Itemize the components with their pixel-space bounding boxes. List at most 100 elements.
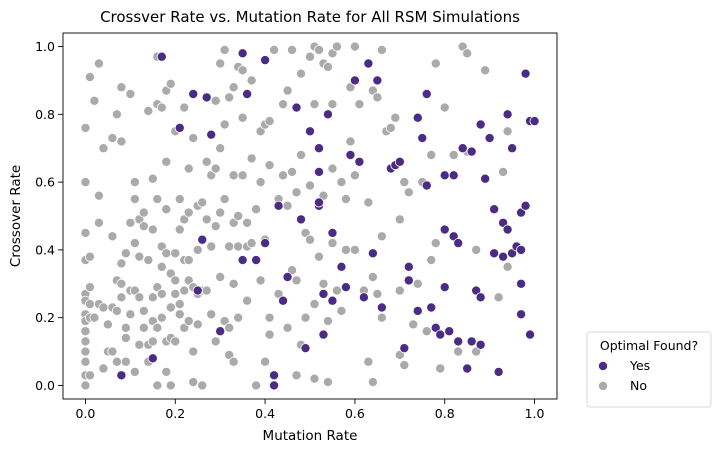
scatter-point-yes-24 (304, 126, 315, 137)
scatter-point-no-35 (111, 109, 122, 120)
x-tick-label: 0.4 (255, 406, 275, 421)
scatter-point-no-21 (89, 312, 100, 323)
x-tick-label: 0.8 (435, 406, 455, 421)
chart-title: Crossver Rate vs. Mutation Rate for All … (100, 8, 520, 26)
scatter-point-no-104 (174, 309, 185, 320)
scatter-point-yes-78 (493, 366, 504, 377)
scatter-point-no-194 (296, 68, 307, 79)
scatter-point-no-53 (129, 177, 140, 188)
scatter-point-yes-22 (296, 214, 307, 225)
scatter-point-no-165 (246, 238, 257, 249)
scatter-point-yes-65 (453, 336, 464, 347)
scatter-point-yes-2 (188, 89, 199, 100)
scatter-point-no-268 (480, 65, 491, 76)
scatter-point-no-195 (296, 149, 307, 160)
scatter-point-no-164 (246, 153, 257, 164)
scatter-point-no-205 (309, 373, 320, 384)
scatter-point-no-13 (80, 380, 91, 391)
scatter-point-no-272 (502, 126, 513, 137)
scatter-point-no-259 (435, 363, 446, 374)
scatter-point-no-41 (116, 258, 127, 269)
scatter-point-no-24 (93, 217, 104, 228)
x-tick-label: 0.6 (345, 406, 365, 421)
scatter-point-no-217 (327, 163, 338, 174)
scatter-point-no-108 (179, 285, 190, 296)
scatter-point-no-49 (125, 217, 136, 228)
scatter-point-no-28 (98, 363, 109, 374)
scatter-point-no-117 (188, 346, 199, 357)
scatter-point-no-206 (313, 44, 324, 55)
scatter-point-no-238 (372, 288, 383, 299)
scatter-point-yes-67 (462, 363, 473, 374)
scatter-point-no-111 (183, 207, 194, 218)
scatter-point-yes-64 (453, 238, 464, 249)
scatter-point-no-228 (349, 170, 360, 181)
scatter-point-no-146 (224, 322, 235, 333)
scatter-point-no-80 (156, 102, 167, 113)
scatter-point-yes-59 (439, 224, 450, 235)
scatter-point-yes-82 (502, 109, 513, 120)
scatter-point-no-271 (502, 261, 513, 272)
scatter-point-no-183 (278, 99, 289, 110)
scatter-point-yes-58 (439, 170, 450, 181)
scatter-point-no-120 (192, 244, 203, 255)
scatter-point-no-156 (233, 312, 244, 323)
scatter-point-no-178 (264, 329, 275, 340)
scatter-point-no-97 (170, 248, 181, 259)
scatter-point-no-20 (89, 95, 100, 106)
scatter-point-no-69 (147, 224, 158, 235)
scatter-point-no-229 (349, 244, 360, 255)
scatter-point-yes-26 (313, 197, 324, 208)
scatter-point-yes-1 (174, 122, 185, 133)
scatter-point-no-148 (228, 82, 239, 93)
scatter-point-no-11 (80, 356, 91, 367)
scatter-point-no-249 (399, 360, 410, 371)
scatter-point-no-112 (183, 255, 194, 266)
scatter-point-no-184 (278, 170, 289, 181)
scatter-point-yes-9 (147, 353, 158, 364)
scatter-point-yes-49 (403, 275, 414, 286)
y-axis: 0.0 0.2 0.4 0.6 0.8 1.0 (35, 39, 63, 393)
scatter-point-no-252 (412, 278, 423, 289)
x-tick-label: 0.2 (165, 406, 185, 421)
scatter-point-yes-34 (336, 261, 347, 272)
scatter-point-yes-83 (507, 143, 518, 154)
scatter-point-no-40 (116, 136, 127, 147)
scatter-point-no-79 (152, 380, 163, 391)
scatter-point-no-155 (233, 241, 244, 252)
scatter-point-yes-73 (475, 339, 486, 350)
scatter-point-no-174 (260, 356, 271, 367)
scatter-point-yes-23 (300, 343, 311, 354)
scatter-point-no-189 (287, 166, 298, 177)
legend-label-yes: Yes (629, 358, 650, 373)
scatter-point-no-226 (345, 136, 356, 147)
scatter-point-yes-43 (376, 302, 387, 313)
scatter-point-no-73 (147, 336, 158, 347)
scatter-point-no-218 (327, 238, 338, 249)
scatter-point-no-47 (120, 356, 131, 367)
scatter-point-no-169 (255, 177, 266, 188)
x-axis-title: Mutation Rate (263, 428, 358, 444)
scatter-point-yes-15 (260, 55, 271, 66)
scatter-point-no-198 (300, 312, 311, 323)
scatter-point-no-270 (498, 166, 509, 177)
scatter-point-no-193 (291, 370, 302, 381)
scatter-point-no-99 (170, 288, 181, 299)
scatter-point-yes-60 (439, 282, 450, 293)
scatter-point-yes-32 (327, 295, 338, 306)
scatter-point-no-39 (116, 82, 127, 93)
scatter-point-no-91 (165, 78, 176, 89)
scatter-point-yes-53 (421, 89, 432, 100)
scatter-point-yes-13 (251, 255, 262, 266)
scatter-point-yes-20 (282, 271, 293, 282)
scatter-point-no-8 (80, 326, 91, 337)
scatter-point-yes-94 (529, 116, 540, 127)
scatter-point-no-222 (336, 305, 347, 316)
scatter-point-no-254 (421, 326, 432, 337)
scatter-point-yes-47 (399, 343, 410, 354)
scatter-point-no-141 (219, 119, 230, 130)
scatter-point-no-208 (313, 251, 324, 262)
scatter-point-yes-39 (358, 292, 369, 303)
scatter-point-no-118 (188, 377, 199, 388)
scatter-point-yes-33 (318, 288, 329, 299)
